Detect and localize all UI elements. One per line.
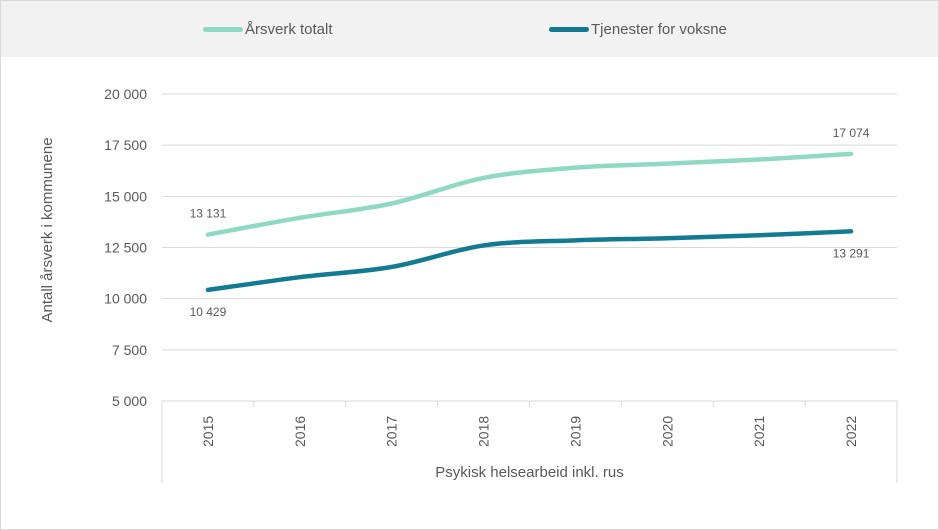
x-axis-group-label: Psykisk helsearbeid inkl. rus xyxy=(435,464,623,481)
x-tick-label-2021: 2021 xyxy=(751,416,767,447)
data-label-tjenester-for-voksne-2015: 10 429 xyxy=(190,305,227,319)
y-tick-label-12500: 12 500 xyxy=(104,240,147,256)
series-line-arsverk-totalt xyxy=(205,151,854,237)
y-tick-label-15000: 15 000 xyxy=(104,188,147,204)
y-tick-label-10000: 10 000 xyxy=(104,291,147,307)
series-line-tjenester-for-voksne xyxy=(205,229,854,293)
x-tick-label-2015: 2015 xyxy=(200,416,216,447)
legend-swatch-arsverk-totalt xyxy=(203,26,243,32)
y-tick-label-20000: 20 000 xyxy=(104,86,147,102)
x-tick-label-2017: 2017 xyxy=(384,416,400,447)
data-labels: 13 131 17 074 10 429 13 291 xyxy=(190,126,870,319)
x-tick-label-2016: 2016 xyxy=(292,416,308,447)
y-tick-label-5000: 5 000 xyxy=(112,393,147,409)
x-tick-label-2022: 2022 xyxy=(843,416,859,447)
legend-item-arsverk-totalt: Årsverk totalt xyxy=(203,18,333,40)
legend-label-arsverk-totalt: Årsverk totalt xyxy=(245,20,333,38)
y-axis-title: Antall årsverk i kommunene xyxy=(39,137,56,322)
legend-swatch-tjenester-for-voksne xyxy=(549,26,589,32)
legend: Årsverk totalt Tjenester for voksne xyxy=(1,1,938,57)
gridlines xyxy=(162,93,897,402)
axes: 5 000 7 500 10 000 12 500 15 000 17 500 20 000… xyxy=(39,86,898,483)
x-tick-label-2020: 2020 xyxy=(659,416,675,447)
x-tick-label-2018: 2018 xyxy=(476,416,492,447)
legend-label-tjenester-for-voksne: Tjenester for voksne xyxy=(591,20,727,38)
data-label-tjenester-for-voksne-2022: 13 291 xyxy=(833,246,870,260)
data-label-arsverk-totalt-2022: 17 074 xyxy=(833,126,870,140)
x-tick-label-2019: 2019 xyxy=(567,416,583,447)
y-tick-label-17500: 17 500 xyxy=(104,137,147,153)
series-lines xyxy=(205,151,854,293)
legend-item-tjenester-for-voksne: Tjenester for voksne xyxy=(549,18,727,40)
y-tick-label-7500: 7 500 xyxy=(112,342,147,358)
data-label-arsverk-totalt-2015: 13 131 xyxy=(190,207,227,221)
